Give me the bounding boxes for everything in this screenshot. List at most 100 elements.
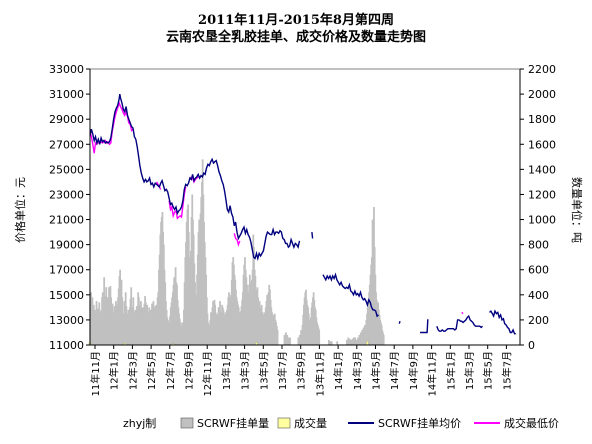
x-tick-label: 14年1月 [332,351,345,390]
left-tick-label: 23000 [49,188,84,201]
x-tick-label: 14年3月 [351,351,364,390]
volume-bar [297,337,300,345]
right-tick-label: 2200 [528,63,556,76]
left-tick-label: 27000 [49,138,84,151]
left-tick-label: 21000 [49,214,84,227]
right-tick-label: 1200 [528,188,556,201]
volume-bar [358,334,361,345]
volume-bar [351,338,354,345]
left-tick-label: 29000 [49,113,84,126]
volume-bar [327,339,330,345]
volume-bar [286,334,289,345]
volume-bar [382,334,385,345]
avg-price-line [489,309,516,335]
volume-bar [284,332,287,345]
x-tick-label: 14年11月 [426,351,439,396]
x-tick-label: 14年9月 [407,351,420,390]
left-tick-label: 25000 [49,163,84,176]
traded-volume-bar [366,341,369,346]
credit-label: zhyj制 [123,417,156,430]
volume-bar [352,337,355,345]
avg-price-line [89,93,301,262]
right-tick-label: 800 [528,239,549,252]
volume-bar [300,329,303,345]
x-tick-label: 12年3月 [126,351,139,390]
x-tick-label: 13年9月 [295,351,308,390]
avg-price-line [322,272,379,318]
right-tick-label: 2000 [528,88,556,101]
left-tick-label: 13000 [49,314,84,327]
left-tick-label: 11000 [49,339,84,352]
y-axis-title-right: 数量单位：吨 [570,177,584,243]
left-tick-label: 17000 [49,264,84,277]
avg-price-line [311,232,314,239]
volume-bar [330,341,333,345]
volume-bar [276,329,279,345]
volume-bar [336,341,339,345]
legend-label: 成交量 [294,416,327,430]
x-tick-label: 13年7月 [276,351,289,390]
x-tick-label: 13年11月 [313,351,326,396]
volume-bar [92,304,95,345]
right-tick-label: 200 [528,314,549,327]
legend-label: SCRWF挂单均价 [378,416,461,430]
volume-bar [355,339,358,345]
right-tick-label: 1000 [528,214,556,227]
volume-bar [346,339,348,345]
volume-bar [298,334,301,345]
legend-swatch [277,417,291,429]
right-tick-label: 0 [528,339,535,352]
avg-price-line [436,314,483,332]
volume-bar [289,337,291,345]
volume-bar [287,337,290,345]
right-tick-label: 1600 [528,138,556,151]
left-tick-label: 33000 [49,63,84,76]
volume-bar [350,339,352,345]
left-tick-label: 31000 [49,88,84,101]
x-tick-label: 15年7月 [500,351,513,390]
x-tick-label: 14年5月 [370,351,383,390]
chart-subtitle: 云南农垦全乳胶挂单、成交价格及数量走势图 [165,30,426,45]
legend-label: 成交最低价 [504,416,559,430]
x-tick-label: 12年11月 [201,351,214,396]
x-tick-label: 13年5月 [257,351,270,390]
volume-bar [329,341,332,345]
right-tick-label: 1800 [528,113,556,126]
low-price-line [461,311,464,315]
low-price-line [168,186,187,220]
x-tick-label: 12年7月 [164,351,177,390]
right-tick-label: 400 [528,289,549,302]
x-tick-label: 13年1月 [220,351,233,390]
right-tick-label: 1400 [528,163,556,176]
x-tick-label: 15年5月 [482,351,495,390]
x-tick-label: 12年5月 [145,351,158,390]
avg-price-line [420,319,429,334]
x-tick-label: 14年7月 [388,351,401,390]
volume-bar [362,327,365,345]
volume-bar [318,329,321,345]
x-tick-label: 12年1月 [108,351,121,390]
volume-bar [348,338,351,345]
x-tick-label: 12年9月 [183,351,196,390]
volume-bar [283,334,286,345]
left-tick-label: 19000 [49,239,84,252]
y-axis-title-left: 价格单位：元 [13,177,27,243]
volume-bar [364,324,366,345]
legend-label: SCRWF挂单量 [197,416,269,430]
volume-bar [347,337,350,345]
left-tick-label: 15000 [49,289,84,302]
avg-price-line [398,321,401,324]
x-tick-label: 15年3月 [463,351,476,390]
volume-bar [357,337,359,345]
low-price-line [233,233,241,247]
x-tick-label: 13年3月 [239,351,252,390]
x-tick-label: 11年11月 [89,351,102,396]
volume-bar [361,329,364,345]
volume-bar [354,337,357,345]
chart-title: 2011年11月-2015年8月第四周 [198,13,394,28]
legend-swatch [180,417,194,429]
volume-bar [359,332,362,345]
x-tick-label: 15年1月 [444,351,457,390]
